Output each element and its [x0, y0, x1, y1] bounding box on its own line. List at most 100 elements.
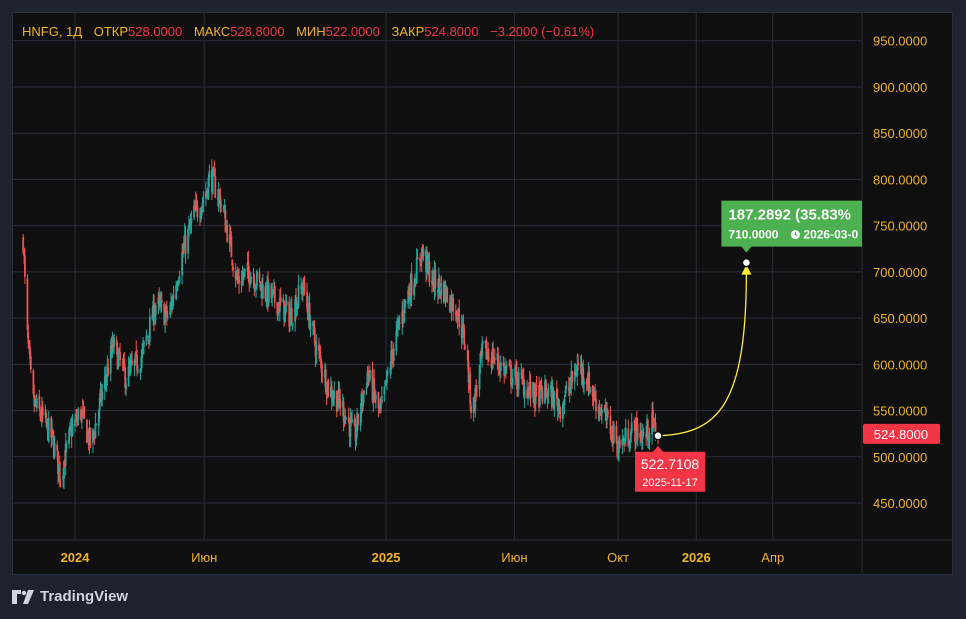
- candle-body: [397, 321, 400, 323]
- projection-start-price: 522.7108: [641, 456, 700, 472]
- candle-body: [139, 369, 142, 373]
- tradingview-logo[interactable]: TradingView: [12, 588, 128, 605]
- candle-body: [481, 343, 484, 357]
- y-tick-label: 500.0000: [873, 450, 927, 465]
- candle-body: [380, 396, 383, 403]
- candle-body: [617, 450, 619, 457]
- candle-body: [28, 341, 31, 349]
- candle-body: [359, 411, 362, 426]
- candle-body: [642, 432, 645, 434]
- candle-body: [464, 346, 467, 348]
- candle-body: [248, 270, 251, 285]
- chart-frame[interactable]: [12, 12, 953, 575]
- projection-overlay[interactable]: 524.8000 522.7108 2025-11-17 187.2892 (35.8…: [635, 200, 940, 492]
- candle-body: [410, 273, 413, 296]
- candle-body: [137, 370, 139, 372]
- candle-body: [124, 368, 127, 388]
- candle-body: [187, 229, 189, 254]
- y-tick-label: 700.0000: [873, 265, 927, 280]
- candle-body: [419, 258, 421, 262]
- candle-body: [178, 275, 181, 283]
- candle-body: [325, 393, 328, 395]
- candle-body: [534, 383, 537, 405]
- candle-body: [402, 309, 404, 319]
- candle-body: [438, 277, 441, 288]
- candle-body: [244, 268, 246, 271]
- grid: [13, 13, 862, 540]
- candle-body: [529, 381, 532, 399]
- candle-body: [556, 398, 559, 411]
- candle-body: [231, 259, 234, 266]
- x-tick-label: 2024: [61, 550, 91, 565]
- candle-body: [255, 285, 257, 288]
- candle-body: [232, 267, 235, 270]
- candle-body: [510, 383, 513, 386]
- candle-body: [335, 390, 338, 412]
- candle-body: [420, 262, 422, 264]
- candle-body: [127, 366, 130, 387]
- candle-body: [41, 406, 44, 415]
- candle-body: [635, 418, 638, 427]
- candle-body: [633, 421, 636, 423]
- candle-body: [165, 306, 168, 318]
- candle-body: [134, 353, 137, 363]
- candle-body: [416, 256, 419, 260]
- candle-body: [601, 410, 603, 414]
- candle-body: [35, 397, 38, 408]
- candle-body: [463, 328, 466, 345]
- candle-body: [125, 384, 127, 390]
- projection-end-price: 710.0000: [728, 228, 778, 242]
- candle-body: [594, 392, 597, 401]
- projection-end-point: [741, 257, 752, 268]
- candle-body: [58, 461, 61, 480]
- candle-body: [492, 347, 495, 364]
- candle-body: [641, 433, 644, 440]
- candle-body: [397, 320, 399, 328]
- candle-body: [646, 420, 649, 441]
- candle-body: [285, 301, 288, 306]
- candle-body: [297, 284, 300, 307]
- candle-body: [47, 418, 50, 442]
- candle-body: [476, 390, 478, 392]
- candle-body: [456, 316, 459, 322]
- candle-body: [505, 366, 508, 368]
- candle-body: [69, 426, 72, 428]
- candle-body: [539, 383, 541, 406]
- candle-body: [461, 323, 464, 338]
- candle-body: [22, 237, 25, 253]
- candle-body: [308, 302, 311, 329]
- candle-body: [392, 348, 395, 362]
- candle-body: [482, 341, 484, 343]
- high-value: 528.8000: [230, 24, 285, 39]
- candle-body: [271, 290, 274, 298]
- candle-body: [403, 315, 405, 320]
- candle-body: [514, 367, 517, 377]
- candle-body: [252, 276, 255, 280]
- candles: [22, 159, 659, 489]
- candle-body: [109, 345, 112, 374]
- candle-body: [115, 339, 118, 345]
- candle-body: [207, 177, 210, 199]
- candle-body: [640, 431, 642, 442]
- candle-body: [351, 419, 353, 422]
- candle-body: [306, 292, 308, 309]
- candle-body: [94, 423, 97, 438]
- candle-body: [26, 278, 29, 330]
- candle-body: [452, 297, 455, 312]
- candle-body: [426, 252, 429, 265]
- candle-body: [89, 427, 92, 446]
- candle-body: [535, 384, 538, 387]
- candle-body: [474, 387, 477, 411]
- candle-body: [312, 321, 315, 329]
- candle-body: [86, 419, 88, 443]
- candle-body: [654, 422, 657, 437]
- candle-body: [504, 366, 506, 374]
- candle-body: [629, 443, 631, 449]
- candle-body: [171, 296, 174, 309]
- candle-body: [577, 362, 580, 365]
- y-tick-label: 650.0000: [873, 311, 927, 326]
- candle-body: [616, 441, 619, 457]
- candle-body: [159, 300, 162, 306]
- candle-body: [278, 298, 281, 313]
